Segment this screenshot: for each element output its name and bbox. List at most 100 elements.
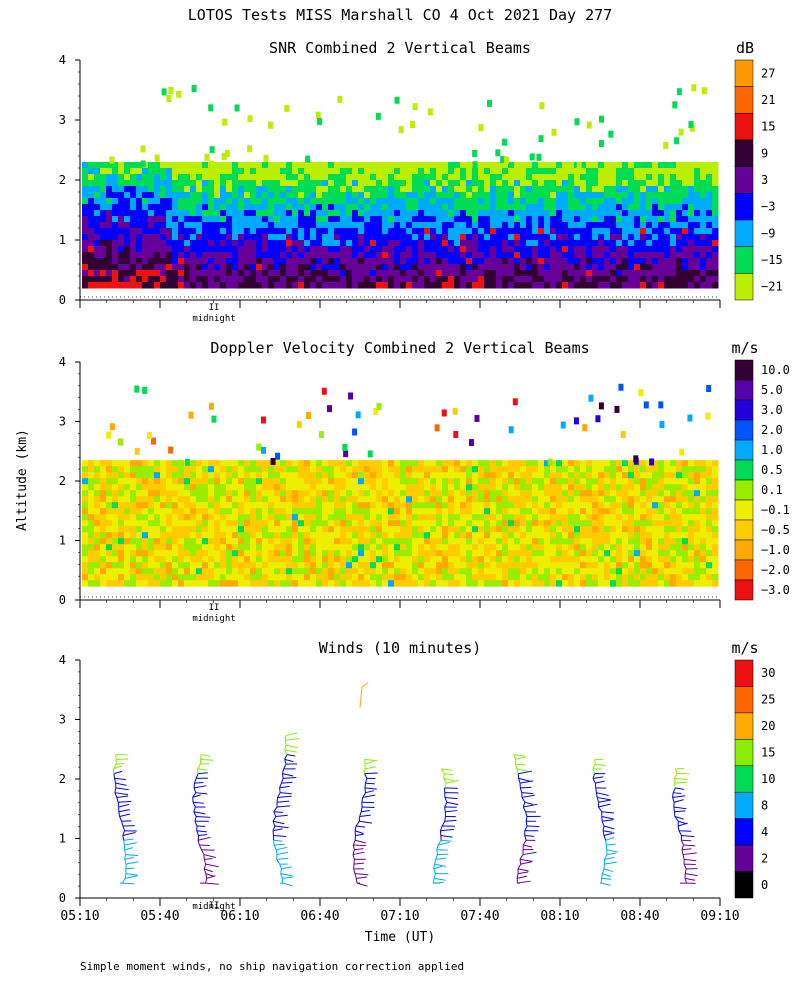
heatmap-cell [460,496,467,503]
heatmap-cell [286,216,293,223]
heatmap-cell [160,466,167,473]
heatmap-cell [586,532,593,539]
heatmap-cell [604,228,611,235]
heatmap-cell [388,502,395,509]
heatmap-cell [508,198,515,205]
heatmap-cell [148,234,155,241]
heatmap-cell [154,568,161,575]
heatmap-cell [424,550,431,557]
heatmap-cell [388,574,395,581]
heatmap-cell [388,198,395,205]
heatmap-cell [502,234,509,241]
heatmap-cell [118,186,125,193]
heatmap-cell [670,502,677,509]
heatmap-cell [478,508,485,515]
heatmap-cell [130,282,137,289]
heatmap-cell [88,490,95,497]
heatmap-cell [94,472,101,479]
heatmap-cell [274,526,281,533]
heatmap-cell [700,460,707,467]
heatmap-cell [292,246,299,253]
heatmap-cell [574,484,581,491]
heatmap-cell [598,258,605,265]
heatmap-cell [580,466,587,473]
heatmap-cell [394,246,401,253]
heatmap-cell [334,496,341,503]
heatmap-cell [112,198,119,205]
heatmap-cell [574,580,581,587]
heatmap-cell [568,198,575,205]
heatmap-cell [514,246,521,253]
heatmap-cell [274,222,281,229]
heatmap-cell [442,234,449,241]
wind-barb [122,832,136,837]
heatmap-cell [580,550,587,557]
heatmap-cell [712,192,719,199]
heatmap-speck [560,421,566,429]
heatmap-cell [184,556,191,563]
heatmap-cell [520,538,527,545]
heatmap-cell [310,276,317,283]
heatmap-cell [346,192,353,199]
heatmap-cell [280,568,287,575]
wind-barb [281,781,293,784]
heatmap-speck [502,138,508,146]
heatmap-cell [82,282,89,289]
heatmap-speck [643,401,649,409]
heatmap-cell [172,526,179,533]
heatmap-cell [334,168,341,175]
heatmap-cell [574,514,581,521]
heatmap-cell [544,520,551,527]
heatmap-cell [418,484,425,491]
heatmap-cell [238,544,245,551]
heatmap-cell [292,568,299,575]
heatmap-cell [148,520,155,527]
heatmap-cell [520,222,527,229]
heatmap-cell [430,228,437,235]
heatmap-cell [664,252,671,259]
heatmap-cell [472,478,479,485]
heatmap-cell [238,252,245,259]
heatmap-cell [166,526,173,533]
heatmap-cell [562,484,569,491]
heatmap-cell [460,460,467,467]
heatmap-cell [556,574,563,581]
heatmap-cell [520,186,527,193]
heatmap-cell [508,478,515,485]
heatmap-cell [520,258,527,265]
heatmap-cell [130,216,137,223]
heatmap-cell [694,532,701,539]
heatmap-cell [118,264,125,271]
heatmap-cell [580,234,587,241]
heatmap-cell [304,216,311,223]
heatmap-cell [280,502,287,509]
y-tick-label: 3 [59,415,66,429]
heatmap-cell [580,210,587,217]
heatmap-cell [436,502,443,509]
heatmap-cell [436,550,443,557]
heatmap-cell [442,222,449,229]
heatmap-cell [148,276,155,283]
heatmap-cell [238,240,245,247]
heatmap-cell [394,210,401,217]
heatmap-cell [634,198,641,205]
heatmap-cell [82,466,89,473]
heatmap-cell [472,568,479,575]
plot-area [82,383,719,587]
heatmap-cell [304,222,311,229]
heatmap-cell [622,502,629,509]
y-tick-label: 4 [59,355,66,369]
heatmap-cell [238,192,245,199]
heatmap-cell [280,174,287,181]
wind-staff [279,863,282,870]
heatmap-cell [316,568,323,575]
heatmap-cell [376,532,383,539]
heatmap-cell [622,282,629,289]
heatmap-cell [490,550,497,557]
heatmap-cell [214,192,221,199]
heatmap-cell [340,520,347,527]
colorbar-label: −1.0 [761,543,790,557]
heatmap-cell [196,168,203,175]
heatmap-speck [168,87,174,95]
heatmap-cell [622,538,629,545]
